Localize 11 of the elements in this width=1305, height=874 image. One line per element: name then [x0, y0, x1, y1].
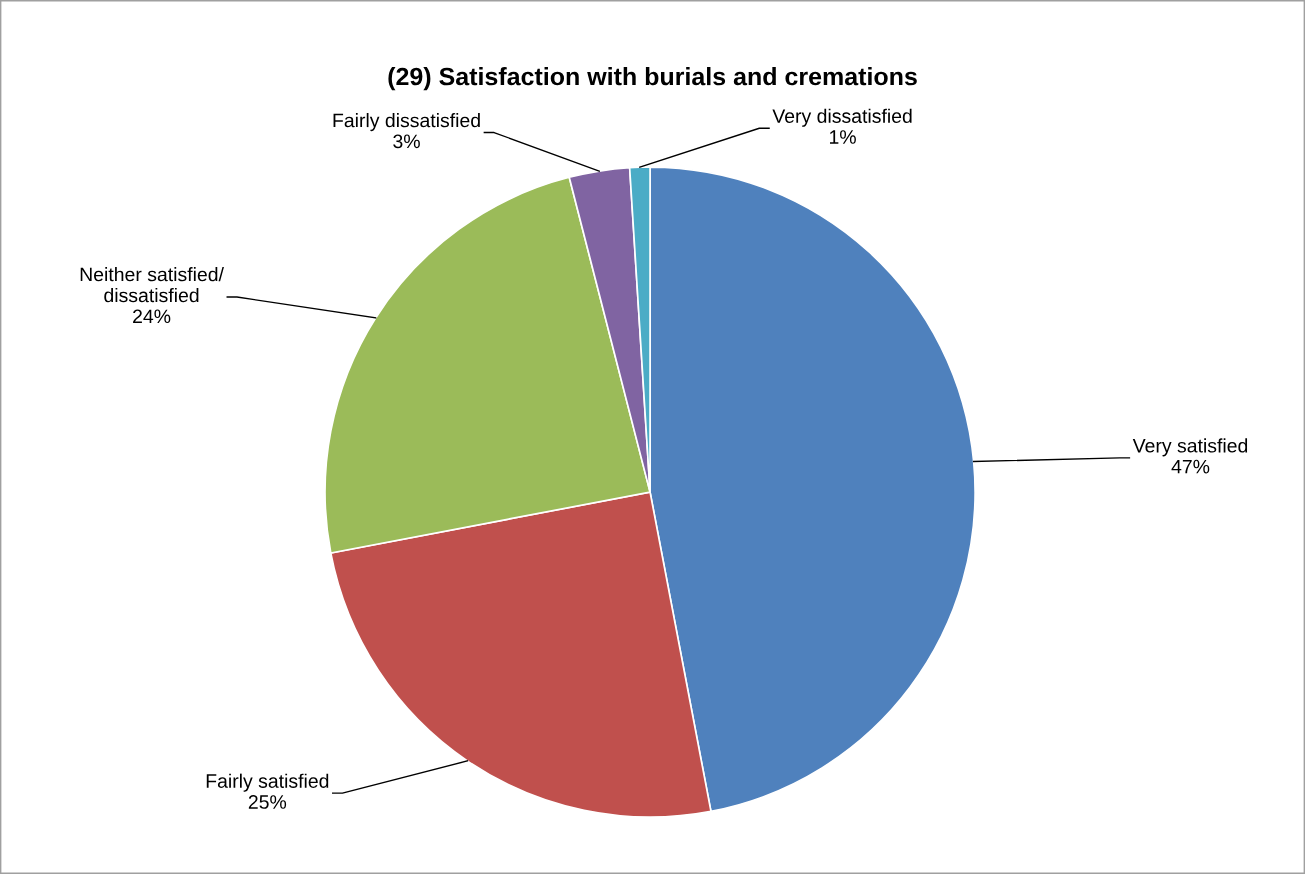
data-label: 3% — [393, 134, 420, 149]
slice-label: Very dissatisfied — [772, 108, 912, 127]
slice-label: Fairly dissatisfied — [333, 113, 480, 132]
data-label: 47% — [1171, 459, 1210, 474]
data-label: 25% — [248, 795, 287, 809]
slice-label: Fairly satisfied — [206, 773, 329, 792]
slice-label: Neither satisfied/ dissatisfied — [80, 267, 224, 303]
data-label: 24% — [133, 309, 171, 324]
chart-title: (29) Satisfaction with burials and cremations — [388, 67, 917, 91]
data-label: 1% — [829, 130, 856, 144]
slice-label: Very satisfied — [1132, 438, 1248, 457]
